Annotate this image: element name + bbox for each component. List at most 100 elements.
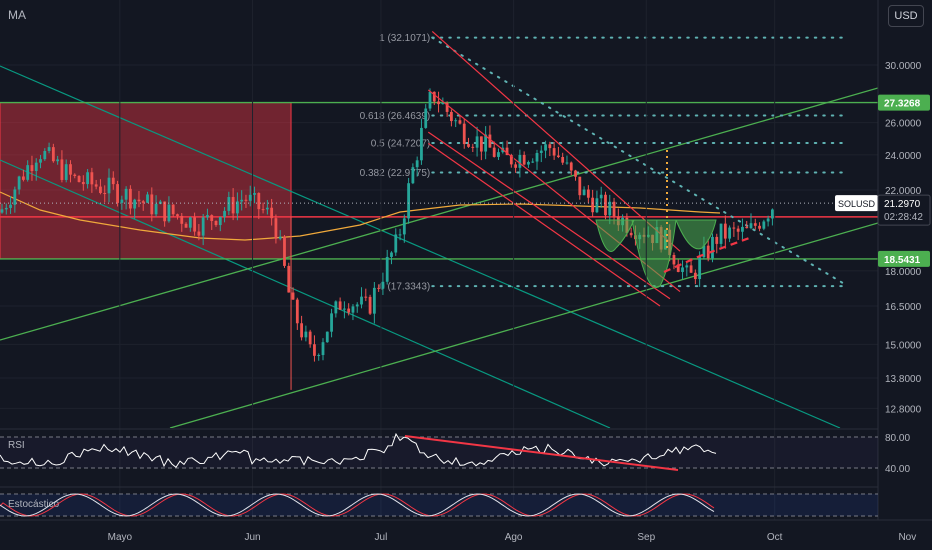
candle-body xyxy=(210,215,214,221)
candle-body xyxy=(736,228,740,232)
candle-body xyxy=(39,159,42,163)
candle-body xyxy=(111,177,115,185)
time-tick-oct: Oct xyxy=(767,532,783,543)
price-tick-0: 30.0000 xyxy=(885,61,922,72)
candle-body xyxy=(141,201,145,203)
candle-body xyxy=(604,194,607,216)
price-tick-4: 18.0000 xyxy=(885,267,922,278)
candle-body xyxy=(578,176,582,196)
candle-body xyxy=(561,156,565,163)
candle-body xyxy=(497,152,500,157)
candle-body xyxy=(531,161,535,163)
candle-body xyxy=(257,193,261,210)
candle-body xyxy=(308,331,312,345)
candle-body xyxy=(107,177,111,194)
fib-label-0: 1 (32.1071) xyxy=(379,33,430,44)
fib-label-3: 0.382 (22.9775) xyxy=(360,168,431,179)
rsi-divergence-line xyxy=(404,435,679,471)
candle-body xyxy=(77,176,81,183)
candle-body xyxy=(394,234,398,253)
candle-body xyxy=(81,182,85,185)
indicator-label[interactable]: MA xyxy=(8,8,26,22)
candle-body xyxy=(595,198,599,213)
candle-body xyxy=(163,201,167,222)
candle-body xyxy=(4,207,8,210)
candle-body xyxy=(475,136,479,148)
candle-body xyxy=(120,199,124,203)
candle-body xyxy=(591,197,595,213)
red-channel-1 xyxy=(427,89,681,293)
candle-body xyxy=(402,218,406,235)
teal-line-lower xyxy=(0,159,611,428)
candle-body xyxy=(685,265,689,268)
candle-body xyxy=(313,344,316,356)
candle-body xyxy=(9,204,12,208)
candle-body xyxy=(343,308,346,310)
candle-body xyxy=(492,147,496,157)
candle-body xyxy=(372,287,376,314)
candle-body xyxy=(265,207,269,210)
candle-body xyxy=(548,144,552,149)
candle-body xyxy=(133,199,137,209)
candle-body xyxy=(420,127,423,161)
candle-body xyxy=(411,167,415,184)
candle-body xyxy=(437,101,440,105)
candle-body xyxy=(26,165,30,180)
fib-label-2: 0.5 (24.7207) xyxy=(371,138,431,149)
candle-body xyxy=(458,120,462,124)
candle-body xyxy=(283,236,286,266)
candle-body xyxy=(488,134,492,148)
candle-body xyxy=(291,292,295,300)
candle-body xyxy=(381,281,385,289)
candle-body xyxy=(758,225,761,229)
price-axis-bg xyxy=(878,0,932,550)
candle-body xyxy=(693,272,697,280)
candle-body xyxy=(13,189,17,205)
candle-body xyxy=(766,218,770,222)
main-pane: 1 (32.1071) 0.618 (26.4639) 0.5 (24.7207) 0… xyxy=(0,31,878,428)
candle-body xyxy=(771,209,774,219)
candle-body xyxy=(129,188,132,209)
candle-body xyxy=(441,102,445,105)
candle-body xyxy=(612,201,616,217)
candle-body xyxy=(732,227,736,229)
candle-body xyxy=(711,236,714,259)
time-tick-mayo: Mayo xyxy=(108,532,133,543)
candle-body xyxy=(762,221,766,229)
moving-average-line xyxy=(0,191,721,241)
candle-body xyxy=(22,176,25,180)
stoch-d-line xyxy=(0,493,715,517)
candle-body xyxy=(715,236,719,244)
candle-body xyxy=(321,342,325,356)
candle-body xyxy=(741,226,744,232)
last-price-value: 21.2970 xyxy=(884,199,921,210)
fib-label-4: 0 (17.3343) xyxy=(379,282,430,293)
candle-body xyxy=(214,220,218,226)
candle-body xyxy=(569,162,573,171)
candle-body xyxy=(518,154,522,168)
candle-body xyxy=(274,218,278,239)
candle-body xyxy=(719,223,723,244)
candle-body xyxy=(244,199,248,201)
candle-body xyxy=(565,162,569,164)
currency-button[interactable]: USD xyxy=(888,5,924,27)
candle-body xyxy=(484,134,488,152)
price-tick-7: 13.8000 xyxy=(885,374,922,385)
candle-body xyxy=(599,194,603,199)
stoch-band xyxy=(0,494,878,516)
candle-body xyxy=(351,306,355,313)
projection-dashed-line xyxy=(663,235,753,274)
last-price-countdown: 02:28:42 xyxy=(884,212,923,223)
candle-body xyxy=(749,223,753,229)
candle-body xyxy=(124,188,128,200)
green-channel-upper xyxy=(0,87,878,341)
candle-body xyxy=(184,223,188,228)
candle-body xyxy=(167,204,171,222)
pattern-shape-2 xyxy=(675,219,717,250)
candle-body xyxy=(231,197,235,214)
price-tick-1: 26.0000 xyxy=(885,119,922,130)
pattern-shape-0 xyxy=(595,219,635,252)
candle-body xyxy=(728,227,731,239)
